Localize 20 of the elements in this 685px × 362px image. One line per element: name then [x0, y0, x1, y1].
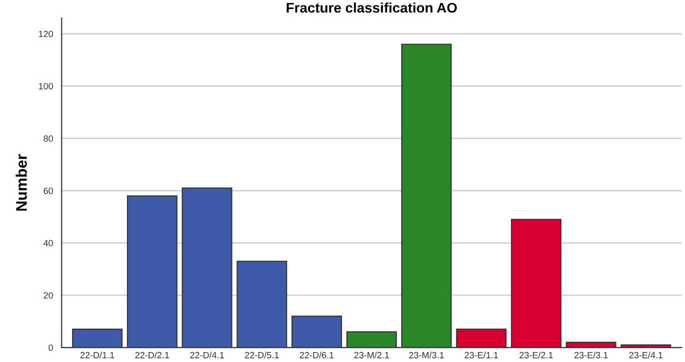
x-tick-label: 22-D/2.1 — [135, 352, 170, 358]
x-tick-label: 23-E/3.1 — [574, 352, 608, 358]
x-tick-label: 22-D/4.1 — [190, 352, 224, 358]
y-tick-label: 100 — [38, 83, 53, 90]
y-tick-label: 40 — [43, 240, 53, 246]
y-tick-label: 120 — [38, 30, 53, 38]
x-tick-label: 22-D/5.1 — [245, 352, 279, 358]
x-tick-label: 23-M/2.1 — [354, 352, 389, 358]
chart-title: Fracture classification AO — [286, 2, 457, 13]
x-tick-label: 23-M/3.1 — [409, 352, 444, 358]
y-tick-label: 20 — [44, 292, 53, 299]
y-tick-label: 80 — [44, 135, 53, 142]
y-axis-title: Number — [16, 154, 27, 211]
y-tick-label: 0 — [48, 344, 53, 351]
x-tick-label: 23-E/1.1 — [464, 352, 498, 358]
x-tick-label: 23-E/4.1 — [629, 352, 663, 358]
x-tick-label: 23-E/2.1 — [520, 352, 553, 358]
y-tick-label: 60 — [44, 188, 53, 194]
x-tick-label: 22-D/1.1 — [80, 352, 114, 358]
x-tick-label: 22-D/6.1 — [300, 352, 334, 358]
